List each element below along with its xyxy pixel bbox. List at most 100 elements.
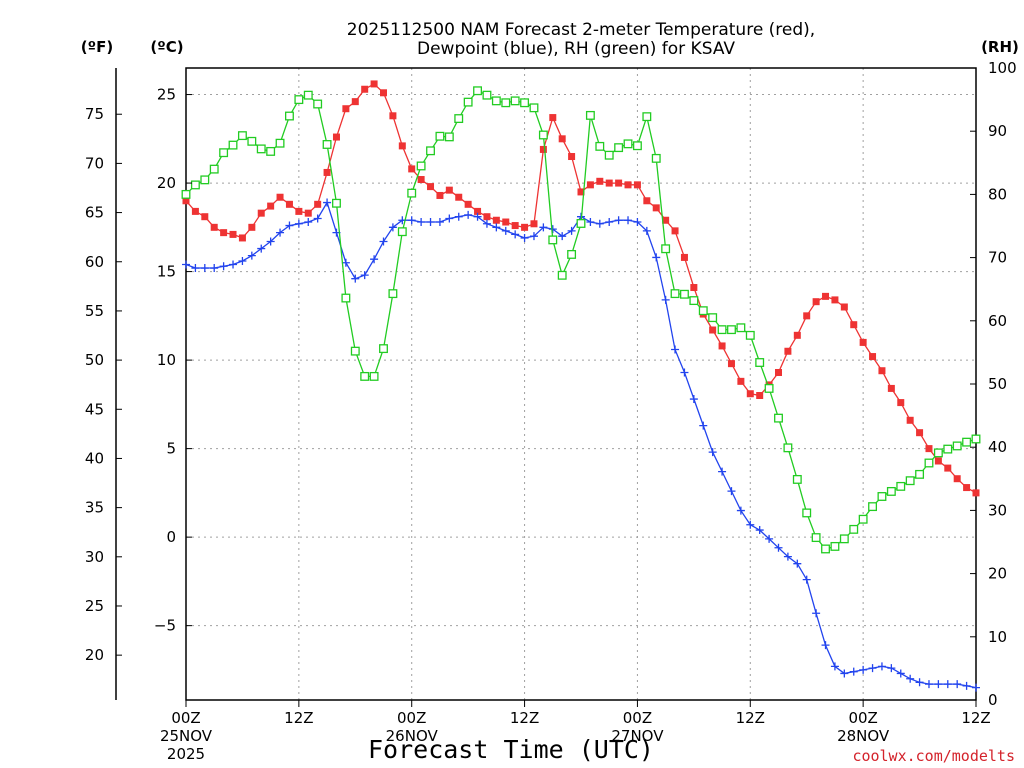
- temperature-point: [539, 145, 547, 153]
- fahrenheit-tick-label: 35: [85, 499, 104, 517]
- rh-point: [971, 434, 981, 444]
- dewpoint-point: [689, 395, 698, 404]
- rh-point: [614, 143, 624, 153]
- fahrenheit-tick-label: 60: [85, 253, 104, 271]
- temperature-point: [511, 222, 519, 230]
- x-tick-label: 12Z: [961, 709, 990, 727]
- temperature-point: [436, 191, 444, 199]
- dewpoint-point: [548, 225, 557, 234]
- rh-point: [821, 544, 830, 554]
- rh-point: [585, 110, 595, 120]
- rh-point: [924, 458, 934, 468]
- temperature-point: [737, 377, 745, 385]
- temperature-point: [690, 284, 698, 292]
- temperature-point: [615, 179, 623, 187]
- dewpoint-point: [294, 219, 303, 228]
- rh-point: [501, 98, 511, 108]
- rh-tick-label: 60: [988, 312, 1007, 330]
- rh-point: [416, 161, 426, 171]
- temperature-point: [389, 112, 397, 120]
- dewpoint-point: [877, 662, 886, 671]
- dewpoint-point: [341, 258, 350, 267]
- temperature-point: [417, 176, 425, 184]
- rh-point: [670, 289, 680, 299]
- temperature-point: [427, 183, 435, 191]
- temperature-point: [953, 475, 961, 483]
- dewpoint-point: [285, 221, 294, 230]
- chart-title-line-2: Dewpoint (blue), RH (green) for KSAV: [417, 39, 735, 59]
- credit-text: coolwx.com/modelts: [852, 747, 1015, 765]
- dewpoint-point: [247, 251, 256, 260]
- dewpoint-point: [473, 212, 482, 221]
- temperature-point: [850, 321, 858, 329]
- temperature-point: [887, 384, 895, 392]
- rh-point: [473, 86, 482, 96]
- rh-unit-label: (RH): [981, 38, 1019, 56]
- x-axis-title: Forecast Time (UTC): [368, 735, 654, 764]
- rh-point: [285, 111, 294, 121]
- rh-point: [708, 313, 718, 323]
- temperature-point: [276, 193, 284, 201]
- temperature-point: [549, 114, 557, 122]
- celsius-tick-label: −5: [154, 617, 176, 635]
- rh-point: [595, 141, 605, 151]
- rh-point: [896, 481, 906, 491]
- rh-point: [811, 533, 821, 543]
- celsius-tick-label: 15: [157, 263, 176, 281]
- rh-point: [915, 469, 925, 479]
- rh-line: [185, 90, 977, 550]
- temperature-point: [869, 353, 877, 361]
- rh-point: [689, 296, 699, 306]
- dewpoint-point: [539, 223, 548, 232]
- dewpoint-point: [633, 218, 642, 227]
- fahrenheit-tick-label: 70: [85, 154, 104, 172]
- dewpoint-point: [708, 448, 717, 457]
- dewpoint-point: [379, 237, 388, 246]
- rh-point: [792, 474, 802, 484]
- temperature-point: [455, 193, 463, 201]
- dewpoint-point: [849, 667, 858, 676]
- dewpoint-point: [492, 223, 501, 232]
- dewpoint-point: [699, 421, 708, 430]
- temperature-point: [831, 296, 839, 304]
- temperature-point: [492, 216, 500, 224]
- rh-tick-label: 10: [988, 628, 1007, 646]
- rh-point: [209, 164, 219, 174]
- dewpoint-point: [511, 230, 520, 239]
- dewpoint-point: [953, 680, 962, 689]
- dewpoint-point: [182, 260, 190, 269]
- rh-point: [435, 131, 445, 141]
- temperature-point: [502, 218, 510, 226]
- rh-point: [303, 90, 313, 100]
- temperature-point: [812, 298, 820, 306]
- dewpoint-point: [652, 253, 661, 262]
- temperature-point: [878, 367, 886, 375]
- dewpoint-point: [586, 218, 595, 227]
- x-tick-label: 00Z: [171, 709, 200, 727]
- dewpoint-point: [501, 226, 510, 235]
- celsius-unit-label: (ºC): [150, 38, 183, 56]
- x-tick-label: 00Z: [397, 709, 426, 727]
- fahrenheit-tick-label: 55: [85, 302, 104, 320]
- temperature-point: [652, 204, 660, 212]
- dewpoint-point: [840, 669, 849, 678]
- rh-point: [341, 293, 351, 303]
- rh-point: [764, 383, 774, 393]
- temperature-point: [680, 253, 688, 261]
- dewpoint-point: [229, 260, 238, 269]
- dewpoint-point: [605, 218, 614, 227]
- rh-tick-label: 80: [988, 185, 1007, 203]
- temperature-point: [398, 142, 406, 150]
- rh-point: [294, 95, 304, 105]
- rh-point: [388, 289, 398, 299]
- rh-point: [933, 448, 943, 458]
- temperature-point: [257, 209, 265, 217]
- rh-point: [905, 476, 915, 486]
- dewpoint-point: [360, 271, 369, 280]
- rh-point: [849, 524, 859, 534]
- rh-tick-label: 20: [988, 565, 1007, 583]
- rh-point: [529, 103, 539, 113]
- rh-point: [576, 219, 586, 228]
- rh-point: [839, 534, 849, 544]
- dewpoint-point: [718, 467, 727, 476]
